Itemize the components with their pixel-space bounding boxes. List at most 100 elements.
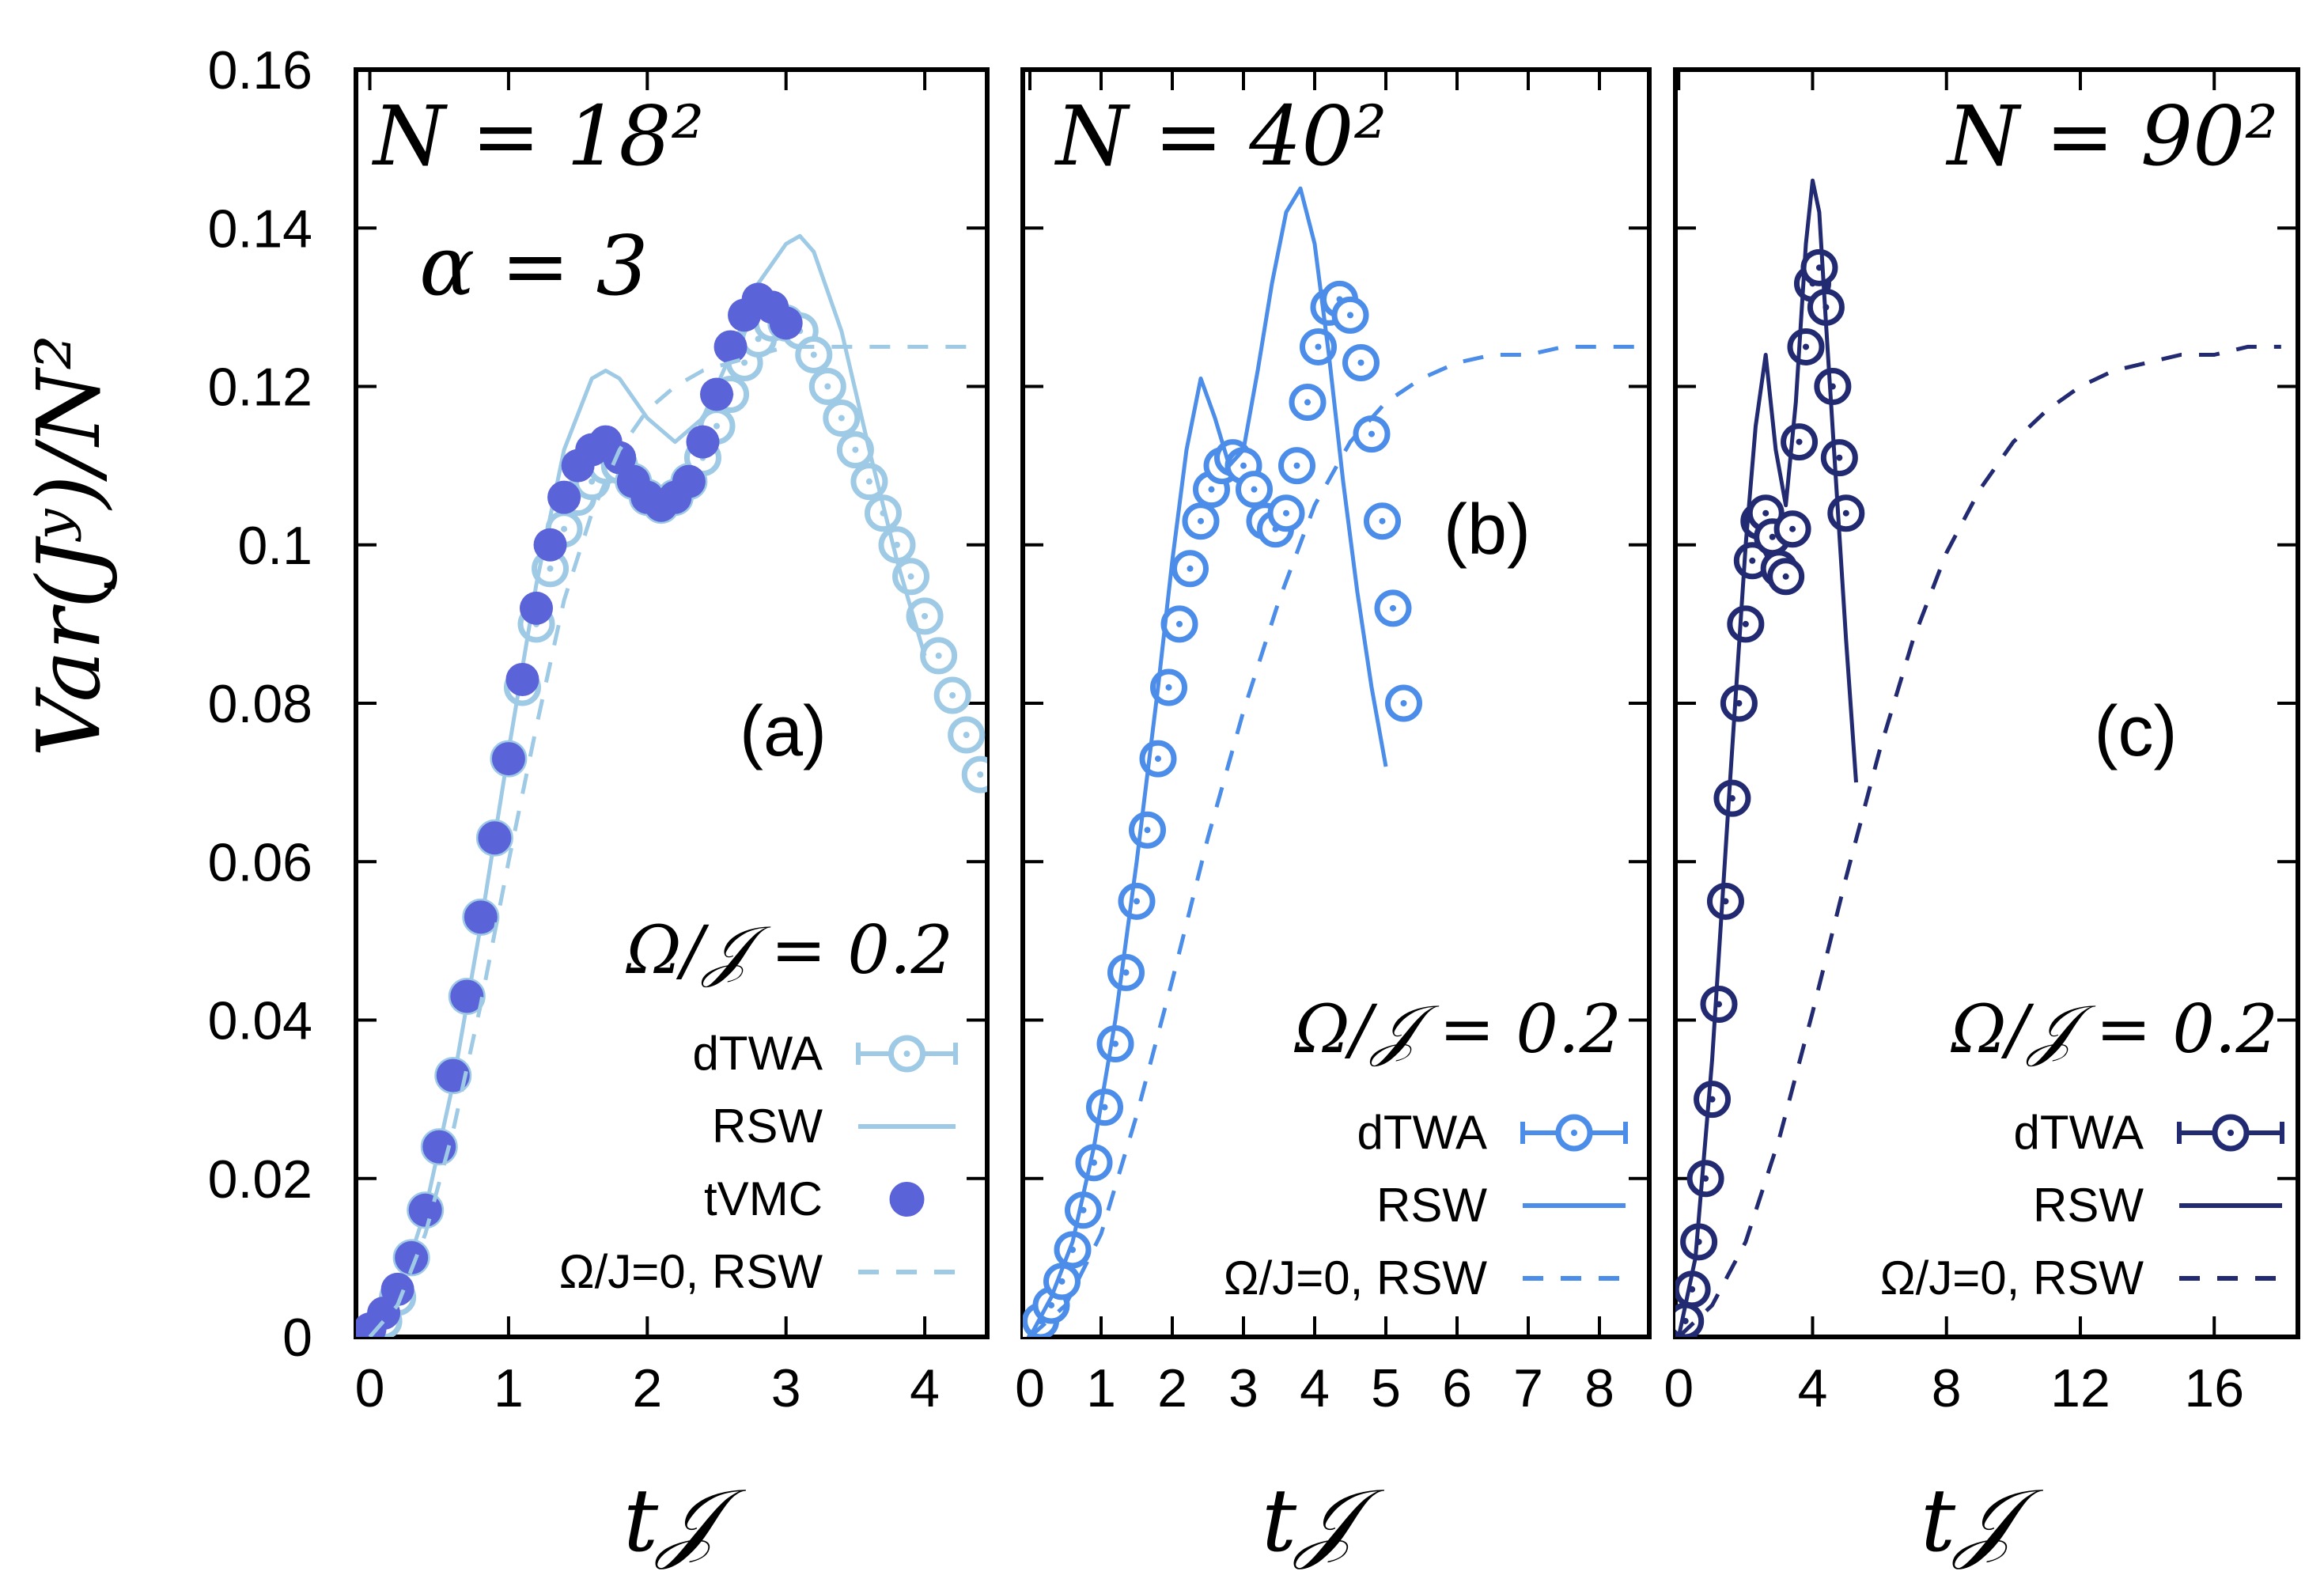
rsw-omega0-series-line bbox=[368, 344, 981, 1337]
system-size-label: N = 90² bbox=[1945, 88, 2278, 184]
dtwa-point-center bbox=[1742, 620, 1749, 627]
x-tick-label: 3 bbox=[771, 1358, 801, 1418]
y-tick-label: 0 bbox=[282, 1308, 312, 1368]
x-tick-label: 6 bbox=[1442, 1358, 1472, 1418]
tvmc-point bbox=[713, 330, 748, 364]
panel-label: (c) bbox=[2095, 692, 2178, 771]
y-tick-label: 0.14 bbox=[208, 199, 312, 259]
x-axis-title-c: t𝒥 bbox=[1921, 1470, 2043, 1571]
dtwa-point-center bbox=[1251, 486, 1258, 493]
dtwa-point-center bbox=[1208, 486, 1215, 493]
x-tick-label: 1 bbox=[494, 1358, 524, 1418]
rsw-series-line bbox=[1028, 186, 1388, 1337]
x-tick-label: 16 bbox=[2184, 1358, 2244, 1418]
dtwa-point-center bbox=[1347, 312, 1353, 319]
dtwa-point-center bbox=[1390, 604, 1396, 611]
dtwa-point-center bbox=[977, 771, 984, 778]
dtwa-point-center bbox=[1315, 343, 1322, 350]
dtwa-point-center bbox=[1240, 462, 1247, 469]
dtwa-point-center bbox=[935, 652, 942, 659]
dtwa-point-center bbox=[1293, 462, 1300, 469]
dtwa-point-center bbox=[1155, 755, 1161, 763]
legend-title: Ω/𝒥 = 0.2 bbox=[1951, 990, 2278, 1068]
legend-label: dTWA bbox=[693, 1027, 823, 1080]
x-tick-label: 1 bbox=[1086, 1358, 1116, 1418]
dtwa-point-center bbox=[1789, 525, 1796, 532]
x-tick-label: 4 bbox=[1300, 1358, 1330, 1418]
y-axis-title: Var(Jʸ)/N² bbox=[18, 335, 119, 757]
dtwa-point-center bbox=[713, 422, 720, 430]
tvmc-point bbox=[464, 900, 498, 934]
plot-frame bbox=[1020, 67, 1652, 1339]
x-tick-label: 5 bbox=[1371, 1358, 1401, 1418]
dtwa-point-center bbox=[1304, 399, 1311, 406]
legend-title: Ω/𝒥 = 0.2 bbox=[1294, 990, 1622, 1068]
tvmc-point bbox=[686, 425, 720, 459]
dtwa-point bbox=[961, 755, 987, 793]
dtwa-point-center bbox=[1187, 565, 1194, 572]
dtwa-point-center bbox=[838, 415, 845, 422]
rsw-series-line bbox=[368, 233, 927, 1337]
legend-label: RSW bbox=[1376, 1179, 1487, 1232]
legend-key-marker-center bbox=[1571, 1130, 1577, 1136]
x-tick-label: 12 bbox=[2050, 1358, 2110, 1418]
plot-area bbox=[356, 233, 987, 1337]
x-tick-label: 3 bbox=[1228, 1358, 1259, 1418]
tvmc-point bbox=[700, 377, 733, 411]
dtwa-point-center bbox=[1368, 430, 1375, 437]
dtwa-point-center bbox=[589, 478, 596, 485]
legend-label: dTWA bbox=[2014, 1106, 2144, 1159]
y-tick-label: 0.02 bbox=[208, 1149, 312, 1210]
dtwa-point-center bbox=[1112, 1040, 1118, 1047]
legend-label: RSW bbox=[712, 1100, 823, 1153]
dtwa-point-center bbox=[1735, 700, 1743, 706]
legend-label: dTWA bbox=[1357, 1106, 1487, 1159]
rsw-series-line bbox=[1676, 178, 1858, 1337]
legend-key-marker-center bbox=[2227, 1130, 2234, 1136]
dtwa-point-center bbox=[1176, 620, 1183, 627]
dtwa-point-center bbox=[1101, 1104, 1108, 1111]
tvmc-point bbox=[408, 1193, 442, 1227]
dtwa-point-center bbox=[1058, 1278, 1065, 1285]
x-tick-label: 2 bbox=[1157, 1358, 1187, 1418]
rsw-omega0-series-line bbox=[1028, 344, 1635, 1337]
x-tick-label: 8 bbox=[1932, 1358, 1962, 1418]
dtwa-point-center bbox=[1357, 359, 1364, 366]
legend-title: Ω/𝒥 = 0.2 bbox=[626, 911, 953, 989]
system-size-label: N = 40² bbox=[1054, 88, 1387, 184]
legend-key-marker-center bbox=[903, 1051, 910, 1057]
y-tick-label: 0.12 bbox=[208, 358, 312, 418]
dtwa-point-center bbox=[810, 351, 817, 358]
dtwa-point-center bbox=[1283, 509, 1289, 517]
dtwa-point-center bbox=[1782, 573, 1789, 580]
dtwa-point-center bbox=[963, 732, 970, 739]
x-tick-label: 0 bbox=[355, 1358, 385, 1418]
dtwa-point-center bbox=[1836, 454, 1843, 461]
y-tick-label: 0.04 bbox=[208, 991, 312, 1051]
x-tick-label: 4 bbox=[1798, 1358, 1828, 1418]
dtwa-point-center bbox=[561, 525, 568, 532]
x-tick-label: 8 bbox=[1584, 1358, 1614, 1418]
dtwa-point-center bbox=[1379, 517, 1386, 524]
tvmc-point bbox=[520, 591, 553, 625]
x-axis-title-a: t𝒥 bbox=[623, 1470, 746, 1571]
dtwa-point-center bbox=[949, 691, 956, 699]
tvmc-point bbox=[491, 742, 525, 776]
tvmc-point bbox=[380, 1272, 414, 1306]
dtwa-point-center bbox=[1400, 700, 1407, 706]
dtwa-point-center bbox=[1144, 827, 1151, 834]
tvmc-point bbox=[769, 306, 803, 340]
dtwa-point-center bbox=[1762, 509, 1769, 517]
dtwa-point-center bbox=[1134, 898, 1140, 905]
plot-area bbox=[1023, 186, 1635, 1337]
tvmc-point bbox=[450, 979, 484, 1013]
dtwa-point-center bbox=[1122, 969, 1130, 976]
y-tick-label: 0.16 bbox=[208, 40, 312, 100]
system-size-label: N = 18² bbox=[371, 88, 704, 184]
dtwa-point-center bbox=[755, 335, 762, 343]
y-tick-label: 0.1 bbox=[237, 516, 312, 576]
tvmc-point bbox=[533, 528, 567, 562]
x-tick-label: 7 bbox=[1513, 1358, 1543, 1418]
dtwa-point-center bbox=[1796, 438, 1803, 445]
